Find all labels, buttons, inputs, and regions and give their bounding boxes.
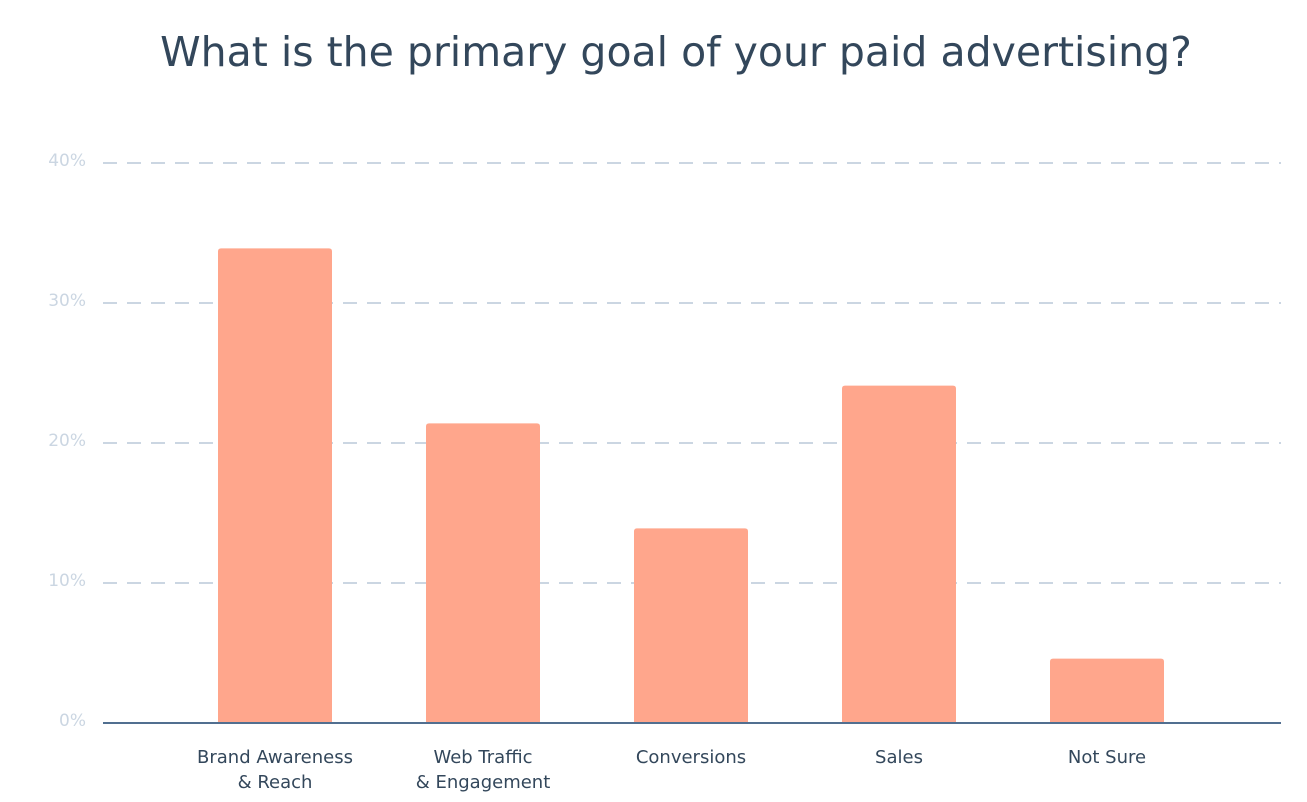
bar [1050,658,1164,723]
y-tick-label: 40% [48,151,86,171]
y-tick-label: 30% [48,291,86,311]
chart-title: What is the primary goal of your paid ad… [160,28,1192,76]
y-tick-label: 0% [59,711,86,731]
x-tick-label: Brand Awareness & Reach [197,747,353,793]
x-tick-label: Conversions [636,747,746,768]
x-tick-label: Not Sure [1068,747,1146,768]
x-tick-label: Web Traffic & Engagement [416,747,551,793]
y-tick-label: 20% [48,431,86,451]
bar [218,248,332,723]
y-tick-label: 10% [48,571,86,591]
bar [634,528,748,723]
bar [426,423,540,723]
bar [842,385,956,723]
x-tick-label: Sales [875,747,923,768]
